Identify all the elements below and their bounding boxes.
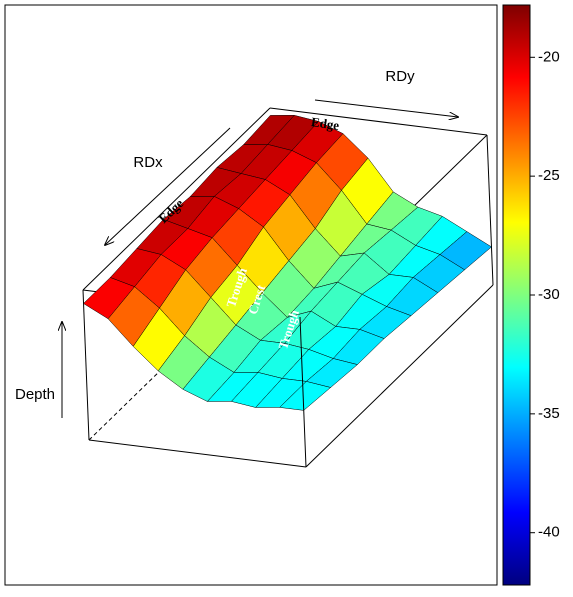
box-edge [82,107,271,291]
rdy-arrow [314,99,458,117]
colorbar-tick-label: -40 [538,524,560,541]
colorbar: -20 -25 -30 -35 -40 [502,4,560,586]
surface [82,107,494,468]
box-edge [486,134,494,286]
colorbar-tick-label: -35 [538,405,560,422]
colorbar-scale [502,4,531,586]
rdx-label: RDx [133,154,163,171]
box-edge [269,107,488,136]
depth-label: Depth [15,386,55,403]
box-edge [305,284,494,468]
box-edge [88,439,307,468]
colorbar-tick-label: -20 [538,48,560,65]
plot-frame [4,4,498,586]
colorbar-tick-label: -25 [538,167,560,184]
box-edge [299,316,307,468]
rdx-arrow [105,127,231,245]
rdy-label: RDy [385,68,415,85]
box-edge [82,289,90,441]
annotation: Edge [310,114,340,133]
colorbar-tick-label: -30 [538,286,560,303]
